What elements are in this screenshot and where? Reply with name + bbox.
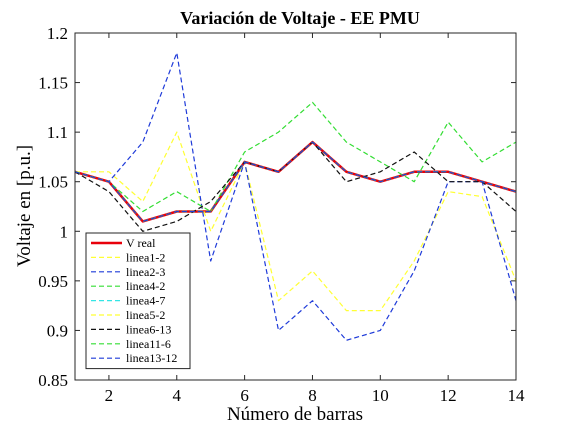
legend-label: linea6-13 <box>126 322 171 336</box>
legend-label: linea2-3 <box>126 265 165 279</box>
y-tick-label: 0.9 <box>47 321 68 340</box>
series-layer <box>74 52 517 341</box>
x-axis-title: Número de barras <box>227 404 363 425</box>
x-tick-label: 6 <box>240 386 249 405</box>
series-line-linea4-2 <box>74 101 517 213</box>
y-tick-label: 0.85 <box>38 371 68 390</box>
y-tick-label: 1.15 <box>38 74 68 93</box>
y-tick-label: 0.95 <box>38 272 68 291</box>
series-line-linea1-2 <box>75 131 517 312</box>
chart-title: Variación de Voltaje - EE PMU <box>180 8 420 28</box>
axes-layer: 2 4 6 8 10 12 14 0.85 0.9 0.95 1 1.05 1.1 1.15 1.2 <box>38 24 525 405</box>
legend-label: linea1-2 <box>126 250 165 264</box>
legend: V reallinea1-2linea2-3linea4-2linea4-7li… <box>85 232 191 370</box>
series-line-linea13-12 <box>74 141 517 222</box>
legend-label: linea13-12 <box>126 351 177 365</box>
x-tick-label: 4 <box>173 386 182 405</box>
x-tick-label: 14 <box>508 386 526 405</box>
plot-frame <box>74 32 517 381</box>
legend-label: linea4-2 <box>126 279 165 293</box>
y-tick-label: 1.05 <box>38 173 68 192</box>
legend-label: linea4-7 <box>126 294 165 308</box>
x-tick-label: 8 <box>308 386 317 405</box>
legend-label: linea5-2 <box>126 308 165 322</box>
x-tick-label: 12 <box>440 386 457 405</box>
x-tick-label: 2 <box>105 386 114 405</box>
y-tick-label: 1.2 <box>47 24 68 43</box>
y-tick-label: 1 <box>60 222 69 241</box>
legend-label: V real <box>126 236 156 250</box>
y-axis-title: Voltaje en [p.u.] <box>14 145 35 267</box>
y-tick-label: 1.1 <box>47 123 68 142</box>
legend-label: linea11-6 <box>126 337 171 351</box>
x-tick-label: 10 <box>372 386 389 405</box>
